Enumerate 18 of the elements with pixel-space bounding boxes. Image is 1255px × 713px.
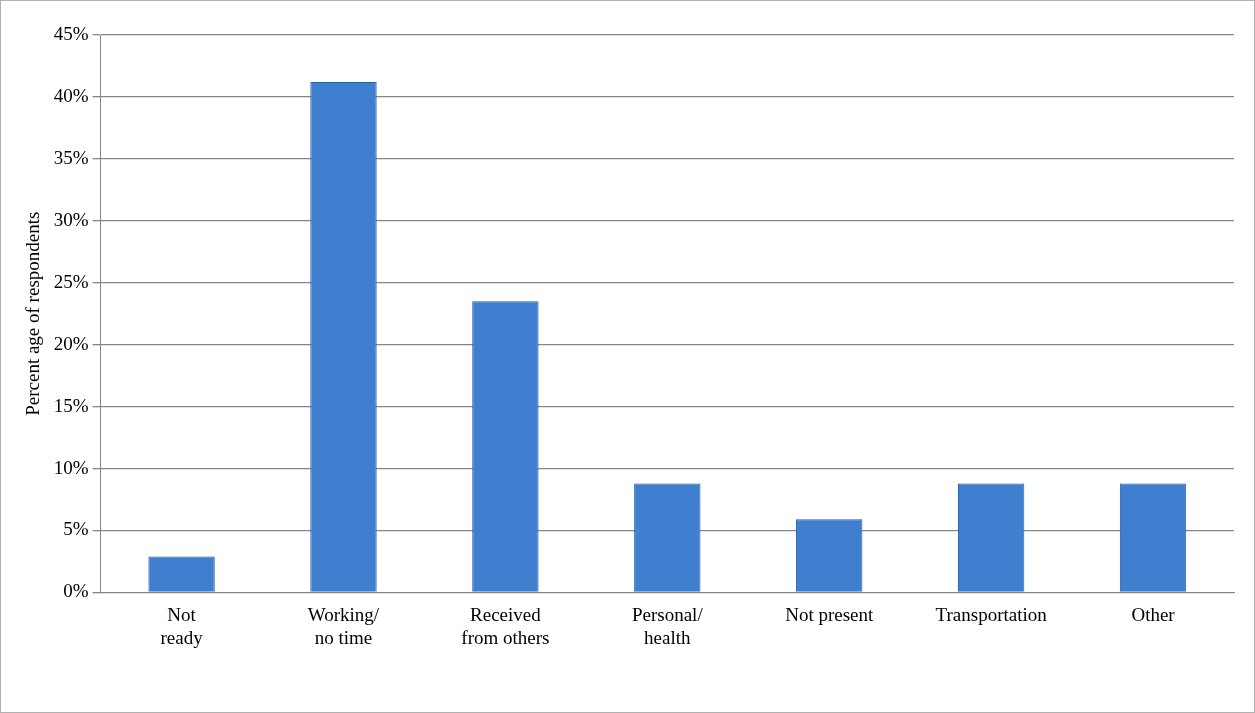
- x-tick-label: Not ready: [160, 603, 204, 648]
- x-tick-label: Transportation: [935, 603, 1048, 625]
- y-tick-label: 45%: [53, 22, 89, 44]
- y-tick-label: 5%: [63, 518, 89, 540]
- x-tick-label: Received from others: [461, 603, 550, 648]
- y-tick-label: 20%: [53, 332, 89, 354]
- x-tick-label: Other: [1131, 603, 1176, 625]
- y-tick-label: 30%: [53, 208, 89, 230]
- y-axis-title: Percent age of respondents: [22, 211, 44, 416]
- y-tick-label: 0%: [63, 580, 89, 602]
- x-tick-label: Working/ no time: [307, 603, 380, 648]
- x-tick-label: Not present: [785, 603, 874, 625]
- y-tick-label: 15%: [53, 394, 89, 416]
- y-tick-label: 35%: [53, 146, 89, 168]
- y-tick-label: 25%: [53, 270, 89, 292]
- y-tick-label: 40%: [53, 84, 89, 106]
- x-tick-label: Personal/ health: [631, 603, 704, 648]
- y-tick-label: 10%: [53, 456, 89, 478]
